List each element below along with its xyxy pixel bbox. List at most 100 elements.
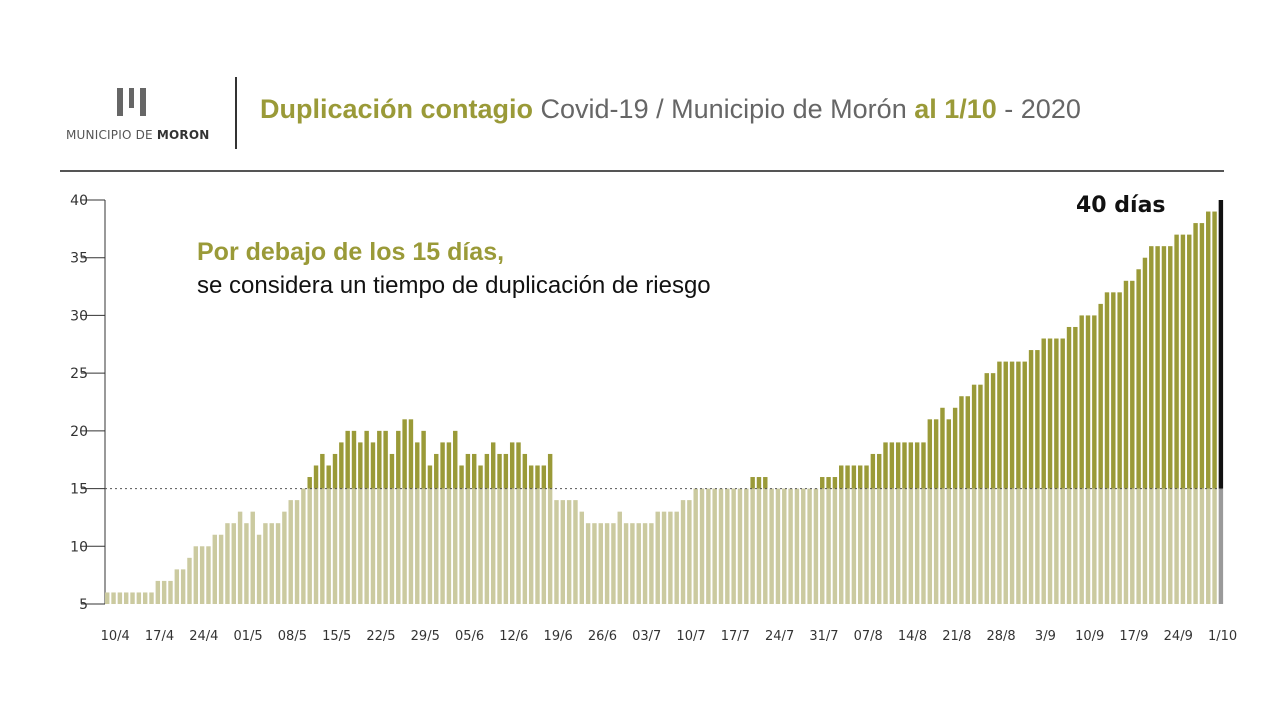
bar-below-threshold <box>706 488 711 604</box>
x-tick-label: 21/8 <box>942 629 971 644</box>
bar-below-threshold <box>1098 488 1103 604</box>
x-tick-label: 22/5 <box>366 629 395 644</box>
x-tick-label: 14/8 <box>898 629 927 644</box>
bar-above-threshold <box>383 430 388 489</box>
bar-above-threshold <box>1003 361 1008 489</box>
bar-below-threshold <box>876 488 882 604</box>
bar-above-threshold <box>870 453 876 489</box>
bar-below-threshold <box>623 523 629 604</box>
bar-above-threshold <box>959 396 964 489</box>
bar-below-threshold <box>250 511 255 604</box>
bar-below-threshold <box>750 488 755 604</box>
bar-below-threshold <box>1142 488 1148 604</box>
bar-above-threshold <box>1168 246 1173 489</box>
bar-above-threshold <box>1047 338 1053 489</box>
bar-below-threshold <box>579 511 585 604</box>
bar-above-threshold <box>965 396 970 489</box>
bar-below-threshold <box>921 488 926 604</box>
bar-above-threshold <box>832 477 838 489</box>
bar-below-threshold <box>535 488 540 604</box>
x-tick-label: 17/4 <box>145 629 174 644</box>
bar-below-threshold <box>718 488 724 604</box>
bar-below-threshold <box>744 488 749 604</box>
bar-below-threshold <box>839 488 844 604</box>
bar-below-threshold <box>712 488 717 604</box>
bar-above-threshold <box>1206 211 1211 489</box>
bar-above-threshold <box>820 477 825 489</box>
bar-below-threshold <box>794 488 800 604</box>
bar-above-threshold <box>876 453 882 489</box>
bar-below-threshold <box>434 488 439 604</box>
bar-above-threshold <box>503 453 509 489</box>
x-tick-label: 17/9 <box>1119 629 1148 644</box>
bar-below-threshold <box>997 488 1002 604</box>
bar-above-threshold <box>756 477 762 489</box>
bar-below-threshold <box>256 534 262 604</box>
bar-above-threshold <box>472 453 477 489</box>
bar-below-threshold <box>389 488 395 604</box>
y-tick-label: 10 <box>70 539 88 555</box>
bar-above-threshold <box>490 442 496 489</box>
bar-below-threshold <box>775 488 781 604</box>
bar-below-threshold <box>1016 488 1021 604</box>
bar-below-threshold <box>971 488 977 604</box>
bar-below-threshold <box>351 488 357 604</box>
bar-below-threshold <box>1003 488 1008 604</box>
bar-below-threshold <box>731 488 736 604</box>
bar-above-threshold <box>908 442 914 489</box>
x-tick-label: 08/5 <box>278 629 307 644</box>
bar-above-threshold <box>427 465 433 489</box>
bar-below-threshold <box>225 523 230 604</box>
bar-below-threshold <box>415 488 420 604</box>
bar-above-threshold <box>1199 223 1205 489</box>
bar-below-threshold <box>307 488 312 604</box>
bar-below-threshold <box>282 511 287 604</box>
bar-above-threshold <box>402 419 407 489</box>
bar-below-threshold <box>427 488 433 604</box>
bar-above-threshold <box>952 407 958 489</box>
bar-above-threshold <box>345 430 350 489</box>
bar-above-threshold <box>1136 269 1141 489</box>
bar-below-threshold <box>465 488 471 604</box>
bar-above-threshold <box>1073 326 1078 489</box>
bar-below-threshold <box>440 488 445 604</box>
bar-above-threshold <box>1142 257 1148 489</box>
bar-below-threshold <box>769 488 774 604</box>
last-value-label: 40 días <box>1076 193 1166 218</box>
bar-above-threshold <box>389 453 395 489</box>
bar-above-threshold <box>997 361 1002 489</box>
bar-above-threshold <box>1054 338 1059 489</box>
bar-below-threshold <box>990 488 996 604</box>
bar-below-threshold <box>1123 488 1129 604</box>
bar-below-threshold <box>212 534 217 604</box>
bar-below-threshold <box>332 488 338 604</box>
x-tick-label: 17/7 <box>721 629 750 644</box>
bar-below-threshold <box>642 523 648 604</box>
bar-below-threshold <box>446 488 452 604</box>
bar-below-threshold <box>832 488 838 604</box>
bar-above-threshold <box>1117 292 1122 489</box>
bar-below-threshold <box>1206 488 1211 604</box>
bar-below-threshold <box>965 488 970 604</box>
logo-text: MUNICIPIO DE MORON <box>66 128 210 142</box>
bar-below-threshold <box>725 488 730 604</box>
bar-below-threshold <box>408 488 414 604</box>
bar-below-threshold <box>142 592 148 604</box>
bar-below-threshold <box>1187 488 1192 604</box>
bar-below-threshold <box>503 488 509 604</box>
bar-below-threshold <box>1155 488 1160 604</box>
bar-above-threshold <box>307 477 312 489</box>
bar-above-threshold <box>1130 280 1135 489</box>
bar-below-threshold <box>326 488 331 604</box>
bar-below-threshold <box>1054 488 1059 604</box>
bar-above-threshold <box>1193 223 1198 489</box>
bar-above-threshold <box>1035 350 1040 489</box>
title-highlight-2: al 1/10 <box>914 94 997 124</box>
x-tick-label: 3/9 <box>1035 629 1056 644</box>
bar-below-threshold <box>370 488 376 604</box>
bar-above-threshold <box>528 465 534 489</box>
bar-above-threshold <box>984 373 989 489</box>
bar-above-threshold <box>763 477 768 489</box>
bar-above-threshold <box>921 442 926 489</box>
